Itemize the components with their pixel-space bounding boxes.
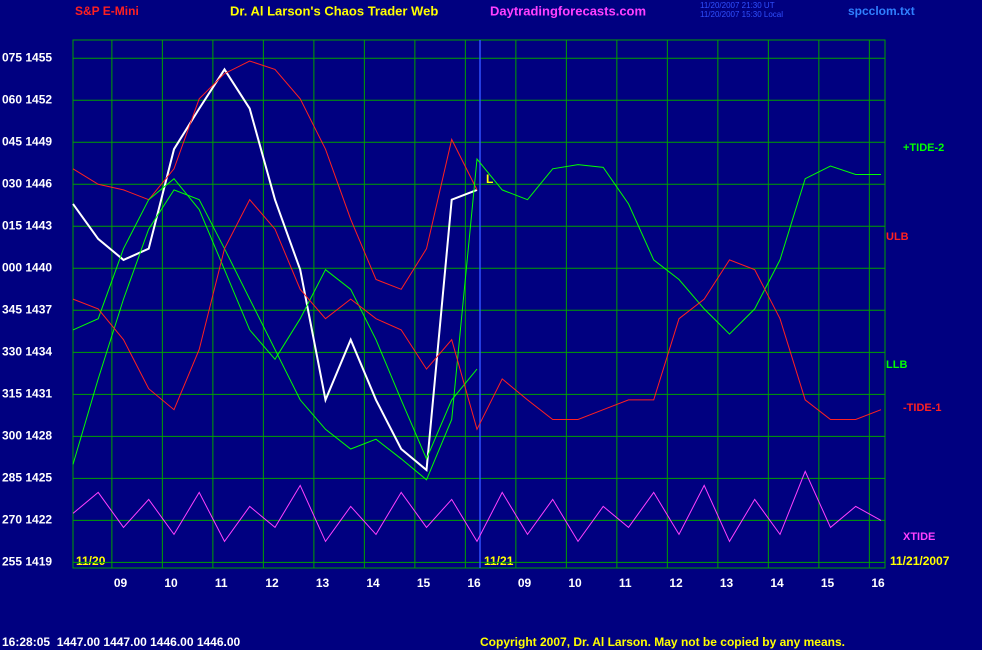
date-label: 11/21 (484, 554, 514, 568)
y-tick-label: 045 1449 (2, 134, 52, 148)
y-tick-label: 030 1446 (2, 176, 52, 190)
plot-border (72, 39, 886, 569)
file-name: spcclom.txt (848, 4, 915, 18)
copyright: Copyright 2007, Dr. Al Larson. May not b… (480, 635, 845, 649)
y-tick-label: 285 1425 (2, 471, 52, 485)
date-label: 11/20 (76, 554, 106, 568)
x-tick-label: 16 (871, 576, 885, 590)
x-tick-label: 14 (770, 576, 784, 590)
y-tick-label: 330 1434 (2, 344, 52, 358)
series-label: LLB (886, 359, 907, 371)
x-tick-label: 11 (619, 576, 632, 590)
annotation: L (486, 172, 493, 186)
status-line: 16:28:05 1447.00 1447.00 1446.00 1446.00 (2, 635, 241, 649)
series-line (72, 157, 881, 481)
y-tick-label: 000 1440 (2, 260, 52, 274)
series-line (72, 177, 478, 461)
y-tick-label: 060 1452 (2, 92, 52, 106)
y-tick-label: 075 1455 (2, 50, 52, 64)
chart-subtitle: S&P E-Mini (75, 4, 139, 18)
x-tick-label: 14 (366, 576, 380, 590)
series-label: +TIDE-2 (903, 142, 944, 154)
date-label: 11/21/2007 (890, 554, 950, 568)
timestamp: 11/20/2007 21:30 UT (700, 1, 775, 10)
x-tick-label: 13 (720, 576, 734, 590)
timestamp: 11/20/2007 15:30 Local (700, 10, 783, 19)
x-tick-label: 15 (821, 576, 835, 590)
series-label: XTIDE (903, 531, 935, 543)
y-tick-label: 300 1428 (2, 429, 52, 443)
x-tick-label: 10 (568, 576, 582, 590)
x-tick-label: 13 (316, 576, 330, 590)
series-label: -TIDE-1 (903, 402, 942, 414)
x-tick-label: 15 (417, 576, 431, 590)
y-tick-label: 270 1422 (2, 513, 52, 527)
x-tick-label: 11 (215, 576, 228, 590)
x-tick-label: 09 (518, 576, 532, 590)
x-tick-label: 12 (265, 576, 279, 590)
chart-title: Dr. Al Larson's Chaos Trader Web (230, 3, 438, 18)
series-line (72, 198, 882, 431)
x-tick-label: 09 (114, 576, 128, 590)
website: Daytradingforecasts.com (490, 3, 646, 18)
series-line (72, 470, 882, 543)
x-tick-label: 10 (164, 576, 178, 590)
y-tick-label: 315 1431 (2, 387, 52, 401)
series-label: ULB (886, 231, 909, 243)
series-line (72, 60, 478, 290)
x-tick-label: 12 (669, 576, 683, 590)
y-tick-label: 345 1437 (2, 302, 52, 316)
y-tick-label: 255 1419 (2, 555, 52, 569)
x-tick-label: 16 (467, 576, 481, 590)
y-tick-label: 015 1443 (2, 218, 52, 232)
